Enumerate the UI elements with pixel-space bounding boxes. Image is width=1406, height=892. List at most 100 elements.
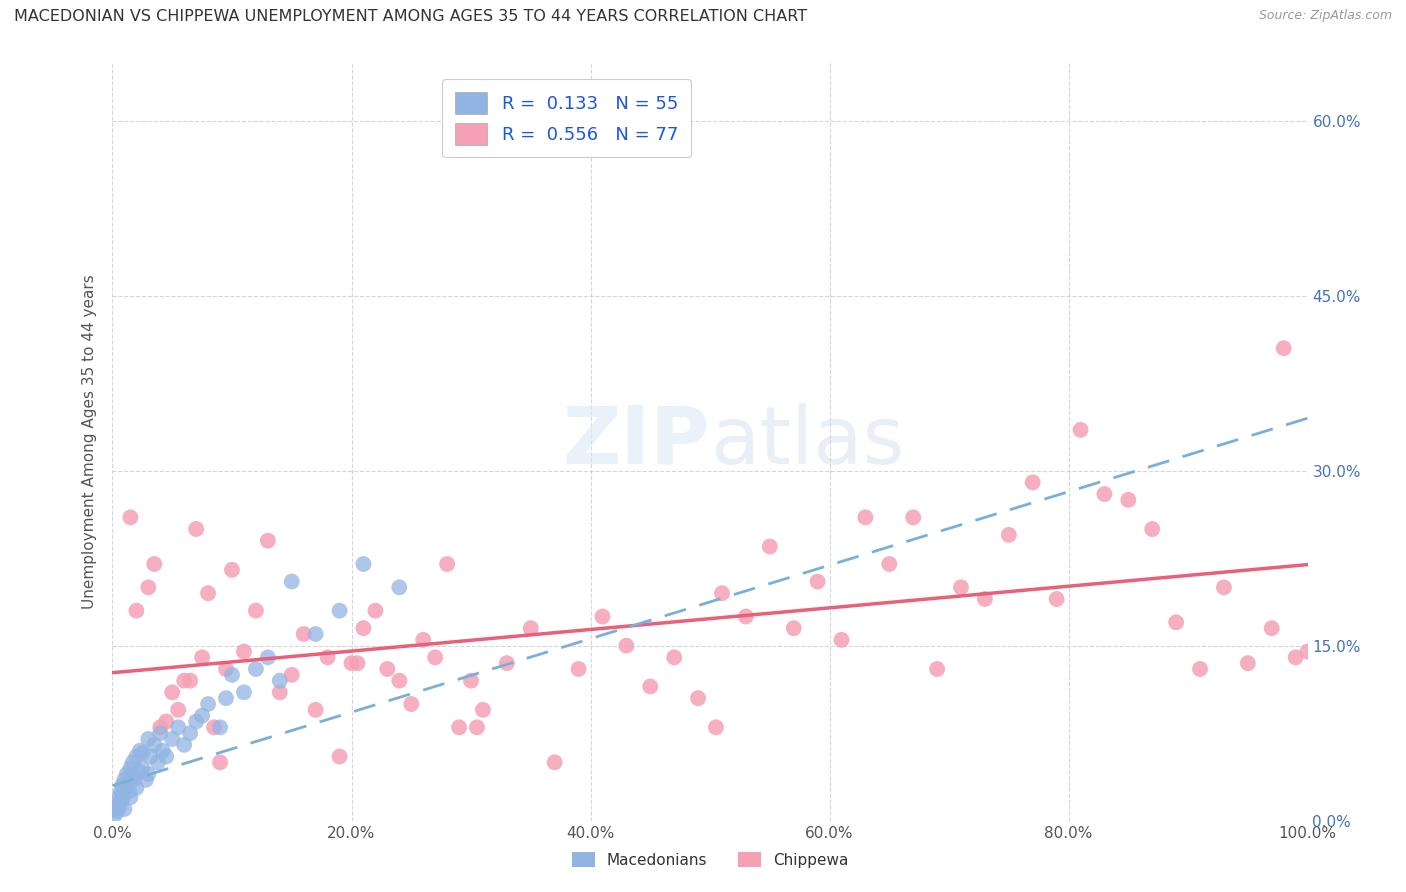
Point [128,764,150,779]
Point [974,592,997,607]
Point [120,790,142,805]
Point [197,586,219,600]
Point [1070,423,1092,437]
Point [122,772,145,787]
Point [257,533,280,548]
Point [143,557,166,571]
Point [149,726,172,740]
Point [759,540,782,554]
Point [377,662,399,676]
Point [105,805,128,819]
Point [425,650,447,665]
Point [353,621,375,635]
Point [305,627,328,641]
Point [460,673,482,688]
Point [191,708,214,723]
Point [105,802,128,816]
Point [138,767,160,781]
Point [436,557,458,571]
Point [412,632,434,647]
Text: MACEDONIAN VS CHIPPEWA UNEMPLOYMENT AMONG AGES 35 TO 44 YEARS CORRELATION CHART: MACEDONIAN VS CHIPPEWA UNEMPLOYMENT AMON… [14,9,807,24]
Point [903,510,925,524]
Point [855,510,877,524]
Point [711,586,734,600]
Point [245,662,267,676]
Point [121,769,143,783]
Point [107,796,129,810]
Point [783,621,806,635]
Point [305,703,328,717]
Point [202,720,225,734]
Point [449,720,471,734]
Point [120,510,142,524]
Point [664,650,686,665]
Point [329,604,352,618]
Point [472,703,495,717]
Point [155,749,177,764]
Point [186,522,208,536]
Point [129,744,152,758]
Point [173,673,195,688]
Point [543,756,565,770]
Point [353,557,375,571]
Point [292,627,315,641]
Point [121,756,143,770]
Point [401,697,423,711]
Point [927,662,949,676]
Point [704,720,727,734]
Point [1285,650,1308,665]
Point [329,749,352,764]
Point [1022,475,1045,490]
Point [179,673,201,688]
Point [1296,644,1319,658]
Point [281,668,304,682]
Point [186,714,208,729]
Point [114,802,135,816]
Point [107,790,129,805]
Point [114,772,135,787]
Point [117,776,139,790]
Point [146,756,169,770]
Point [1189,662,1212,676]
Point [221,563,243,577]
Point [149,720,172,734]
Point [640,680,662,694]
Point [269,673,291,688]
Point [245,604,267,618]
Point [115,767,138,781]
Point [346,656,368,670]
Point [340,656,363,670]
Point [568,662,591,676]
Point [616,639,638,653]
Point [215,662,238,676]
Point [191,650,214,665]
Point [364,604,387,618]
Point [138,731,160,746]
Point [1237,656,1260,670]
Legend: Macedonians, Chippewa: Macedonians, Chippewa [565,846,855,873]
Point [143,738,166,752]
Point [118,784,141,798]
Point [1046,592,1069,607]
Point [316,650,339,665]
Point [221,668,243,682]
Point [152,744,174,758]
Point [179,726,201,740]
Point [111,792,134,806]
Point [111,779,134,793]
Point [108,799,131,814]
Point [1272,341,1295,355]
Point [1118,492,1140,507]
Point [139,749,162,764]
Point [131,746,153,760]
Point [233,685,256,699]
Point [688,691,710,706]
Point [138,580,160,594]
Point [167,703,190,717]
Point [592,609,614,624]
Point [125,749,148,764]
Point [465,720,488,734]
Point [281,574,304,589]
Point [388,580,411,594]
Point [1166,615,1188,630]
